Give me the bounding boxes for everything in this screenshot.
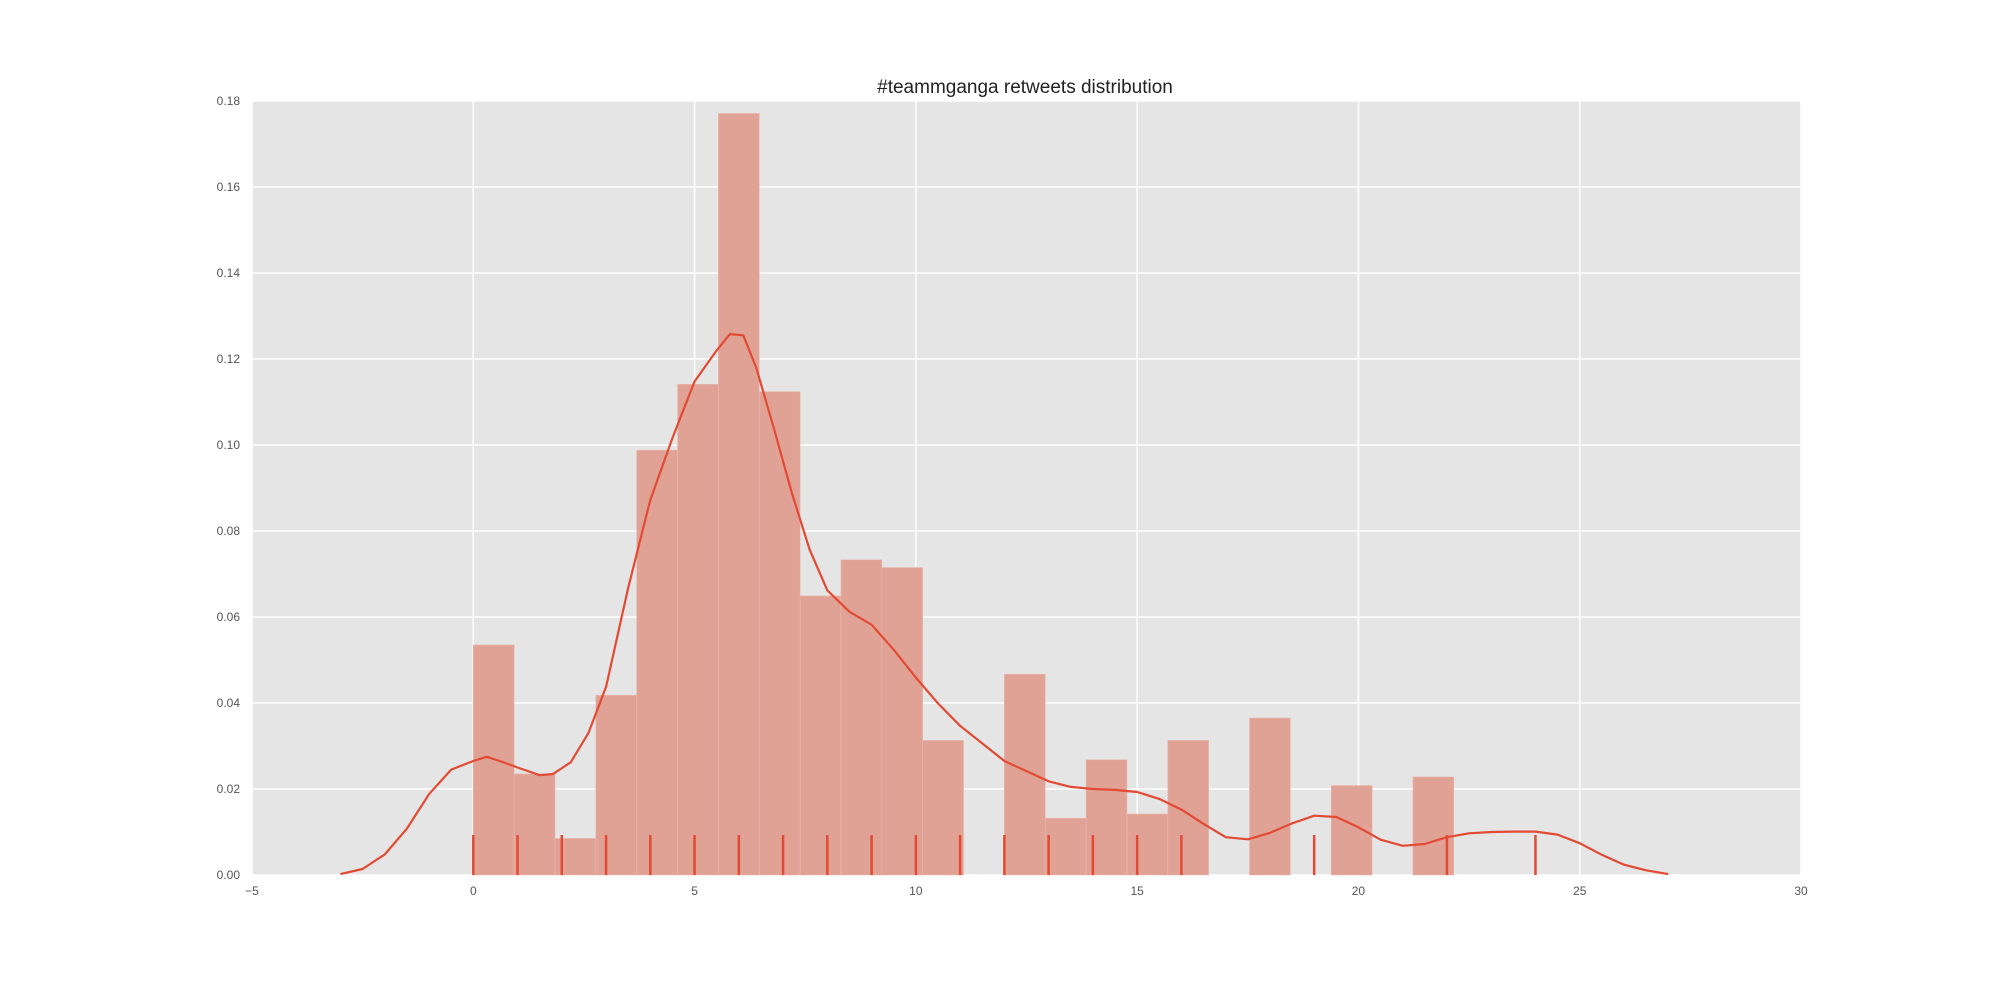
y-tick-label: 0.00 bbox=[217, 868, 241, 882]
histogram-bar bbox=[677, 384, 719, 876]
histogram-bar bbox=[595, 694, 638, 876]
histogram-bar bbox=[1167, 740, 1209, 876]
x-tick-label: 25 bbox=[1573, 884, 1587, 898]
x-tick-label: 10 bbox=[909, 884, 923, 898]
histogram-bar bbox=[799, 595, 842, 876]
kde-line bbox=[340, 333, 1669, 876]
x-tick-label: −5 bbox=[245, 884, 259, 898]
y-tick-label: 0.14 bbox=[217, 266, 241, 280]
y-tick-label: 0.06 bbox=[217, 610, 241, 624]
y-tick-label: 0.02 bbox=[217, 782, 241, 796]
histogram-bar bbox=[922, 740, 964, 876]
y-tick-label: 0.16 bbox=[217, 180, 241, 194]
x-tick-label: 30 bbox=[1794, 884, 1808, 898]
histogram-bar bbox=[840, 559, 883, 876]
y-tick-label: 0.08 bbox=[217, 524, 241, 538]
histogram-bar bbox=[513, 773, 556, 876]
y-tick-label: 0.18 bbox=[217, 94, 241, 108]
histogram-bar bbox=[881, 567, 923, 876]
chart-title: #teammganga retweets distribution bbox=[877, 77, 1173, 98]
y-tick-label: 0.10 bbox=[217, 438, 241, 452]
histogram-bar bbox=[1004, 673, 1046, 876]
y-tick-label: 0.04 bbox=[217, 696, 241, 710]
histogram-bar bbox=[718, 113, 760, 876]
x-tick-label: 5 bbox=[691, 884, 698, 898]
histogram-bar bbox=[758, 391, 801, 876]
histogram-bar bbox=[1126, 813, 1169, 876]
y-tick-label: 0.12 bbox=[217, 352, 241, 366]
x-tick-label: 20 bbox=[1352, 884, 1366, 898]
x-tick-label: 15 bbox=[1130, 884, 1144, 898]
x-tick-label: 0 bbox=[470, 884, 477, 898]
histogram-bar bbox=[1044, 817, 1087, 876]
histogram-bar bbox=[636, 449, 678, 876]
histogram-bar bbox=[1249, 717, 1291, 876]
